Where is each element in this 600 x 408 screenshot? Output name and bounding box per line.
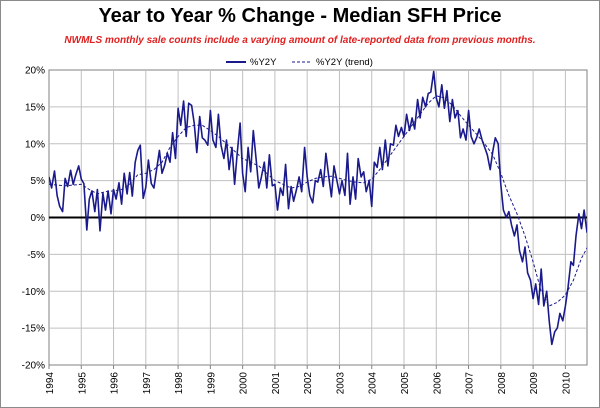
y-tick-label: 0% bbox=[31, 213, 46, 224]
legend-label-series-0: %Y2Y bbox=[250, 57, 277, 68]
x-tick-label: 2008 bbox=[497, 372, 508, 395]
x-tick-label: 1997 bbox=[142, 372, 153, 395]
y-tick-label: -5% bbox=[27, 250, 45, 261]
y-tick-label: 5% bbox=[31, 176, 46, 187]
series-line-1 bbox=[49, 95, 587, 307]
y-tick-label: -20% bbox=[22, 361, 45, 372]
x-tick-label: 2009 bbox=[529, 372, 540, 395]
x-tick-label: 1998 bbox=[174, 372, 185, 395]
x-tick-label: 2005 bbox=[400, 372, 411, 395]
x-tick-label: 1999 bbox=[206, 372, 217, 395]
x-axis: 1994 1995 1996 1997 1998 1999 2000 2001 2002 2003… bbox=[45, 365, 572, 394]
x-tick-label: 2006 bbox=[432, 372, 443, 395]
series-layer bbox=[49, 70, 587, 346]
x-tick-label: 1994 bbox=[45, 372, 56, 395]
y-axis: 20% 15% 10% 5% 0% -5% -10% -15% -20% bbox=[22, 66, 45, 372]
x-tick-label: 2010 bbox=[561, 372, 572, 395]
x-tick-label: 1995 bbox=[77, 372, 88, 395]
y-tick-label: -15% bbox=[22, 324, 45, 335]
legend-label-series-1: %Y2Y (trend) bbox=[316, 57, 373, 68]
chart-title: Year to Year % Change - Median SFH Price bbox=[98, 5, 502, 27]
y-tick-label: 10% bbox=[25, 139, 45, 150]
legend: %Y2Y %Y2Y (trend) bbox=[226, 57, 373, 68]
y-tick-label: -10% bbox=[22, 287, 45, 298]
chart-subtitle: NWMLS monthly sale counts include a vary… bbox=[64, 35, 536, 46]
x-tick-label: 1996 bbox=[110, 372, 121, 395]
x-tick-label: 2004 bbox=[368, 372, 379, 395]
y-tick-label: 20% bbox=[25, 66, 45, 77]
x-tick-label: 2000 bbox=[239, 372, 250, 395]
x-tick-label: 2002 bbox=[303, 372, 314, 395]
x-tick-label: 2003 bbox=[335, 372, 346, 395]
x-tick-label: 2001 bbox=[271, 372, 282, 395]
series-line-0 bbox=[49, 70, 587, 346]
x-tick-label: 2007 bbox=[465, 372, 476, 395]
y-tick-label: 15% bbox=[25, 102, 45, 113]
